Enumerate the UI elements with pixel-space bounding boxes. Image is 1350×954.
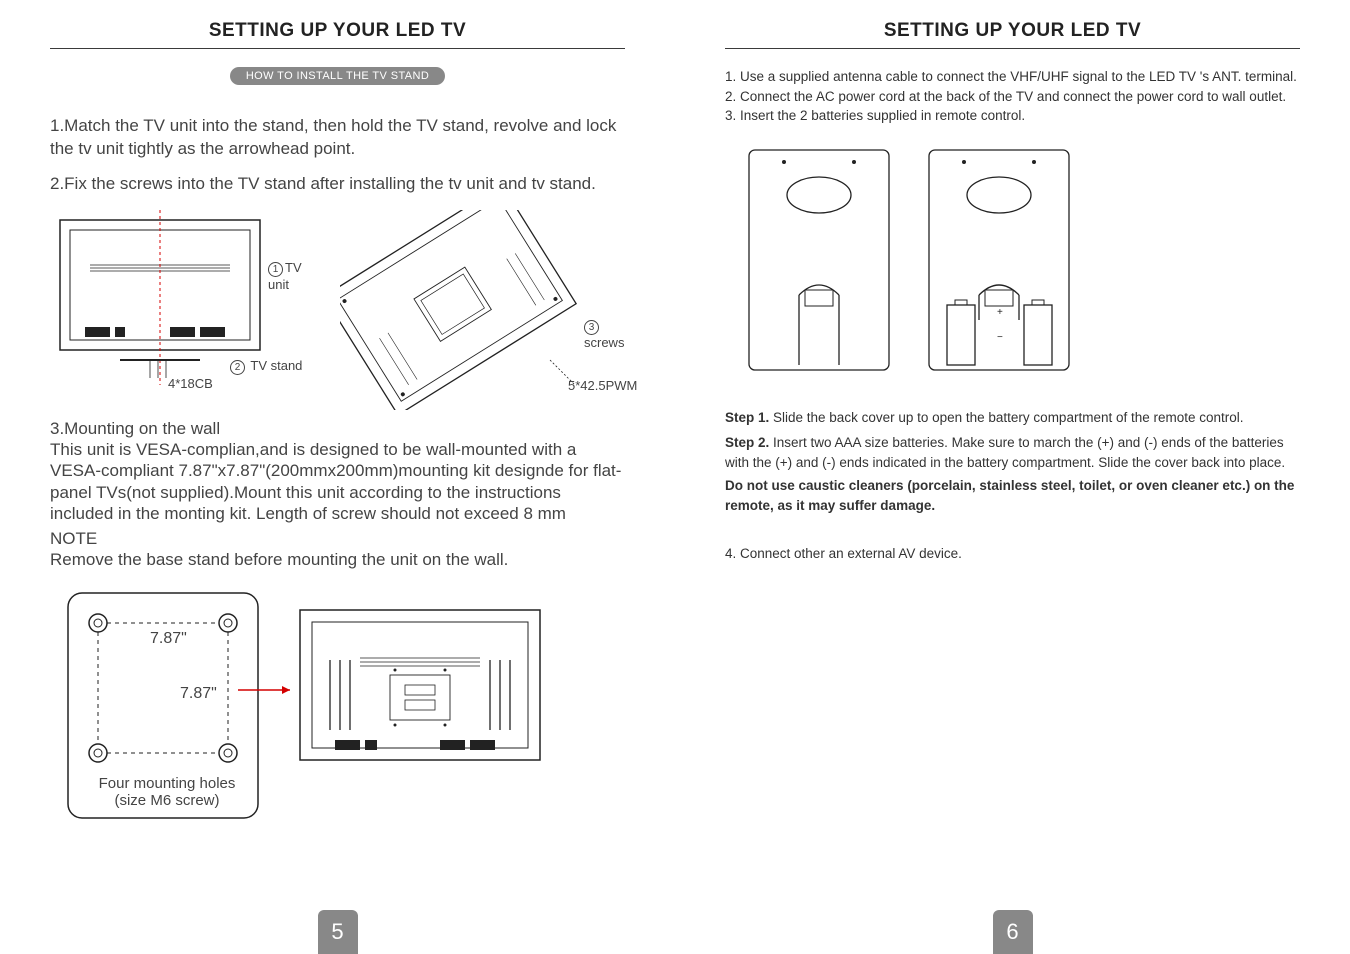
page-number-right: 6 [993,910,1033,954]
note-body: Remove the base stand before mounting th… [50,549,625,570]
battery-step-2: Step 2. Insert two AAA size batteries. M… [725,433,1300,472]
holes-label-2: (size M6 screw) [114,792,219,809]
circled-1: 1 [268,262,283,277]
stand-diagram-row: 1TV unit 2 TV stand 4*18CB [50,210,625,410]
step1-body: Slide the back cover up to open the batt… [769,410,1243,425]
right-item-3: 3. Insert the 2 batteries supplied in re… [725,106,1300,126]
step-1-text: 1.Match the TV unit into the stand, then… [50,115,625,161]
dim-horizontal: 7.87" [150,630,187,648]
screws-label: screws [584,335,624,350]
mount-heading: 3.Mounting on the wall [50,418,625,439]
dim-vertical: 7.87" [180,685,217,703]
mount-holes-diagram: 7.87" 7.87" Four mounting holes (size M6… [50,585,270,825]
tv-front-diagram: 1TV unit 2 TV stand 4*18CB [50,210,310,400]
page-number-left: 5 [318,910,358,954]
screw-spec-2: 5*42.5PWM [568,378,637,393]
step2-body: Insert two AAA size batteries. Make sure… [725,435,1285,470]
holes-label-1: Four mounting holes [99,775,236,792]
tv-stand-label: TV stand [247,358,302,373]
tv-angled-diagram: 3screws 5*42.5PWM [340,210,640,410]
svg-text:−: − [997,332,1003,343]
circled-3: 3 [584,320,599,335]
right-item-2: 2. Connect the AC power cord at the back… [725,87,1300,107]
screw-spec-1: 4*18CB [168,376,213,391]
remote-diagram: + − [739,140,1300,380]
right-item-4: 4. Connect other an external AV device. [725,544,1300,564]
circled-2: 2 [230,360,245,375]
battery-step-1: Step 1. Slide the back cover up to open … [725,408,1300,428]
mount-diagram-row: 7.87" 7.87" Four mounting holes (size M6… [50,585,625,825]
page-left: SETTING UP YOUR LED TV HOW TO INSTALL TH… [0,0,675,954]
page-title-left: SETTING UP YOUR LED TV [50,20,625,49]
mount-body: This unit is VESA-complian,and is design… [50,439,625,524]
svg-text:+: + [997,307,1003,318]
note-label: NOTE [50,528,625,549]
step1-label: Step 1. [725,410,769,425]
step2-label: Step 2. [725,435,769,450]
tv-back-diagram [290,600,550,770]
section-pill: HOW TO INSTALL THE TV STAND [230,67,445,85]
step-2-text: 2.Fix the screws into the TV stand after… [50,173,625,196]
page-title-right: SETTING UP YOUR LED TV [725,20,1300,49]
cleaner-warning: Do not use caustic cleaners (porcelain, … [725,476,1300,515]
page-right: SETTING UP YOUR LED TV 1. Use a supplied… [675,0,1350,954]
right-item-1: 1. Use a supplied antenna cable to conne… [725,67,1300,87]
